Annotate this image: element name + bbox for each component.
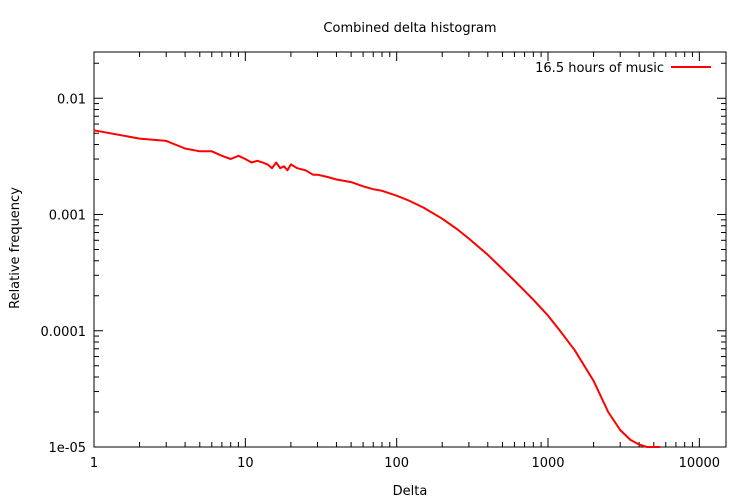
x-tick-label: 10 (237, 456, 254, 471)
y-tick-label: 0.01 (57, 92, 86, 107)
legend-label: 16.5 hours of music (535, 61, 664, 76)
x-tick-label: 100 (384, 456, 409, 471)
x-axis-label: Delta (393, 484, 428, 499)
series-line-0 (93, 129, 661, 448)
x-tick-label: 1 (90, 456, 98, 471)
legend: 16.5 hours of music (535, 61, 711, 76)
chart-title: Combined delta histogram (323, 21, 496, 36)
y-tick-label: 0.0001 (41, 325, 87, 340)
y-tick-label: 0.001 (49, 209, 86, 224)
plot-frame (93, 51, 727, 448)
series-layer (93, 129, 661, 448)
x-tick-label: 10000 (679, 456, 720, 471)
x-tick-label: 1000 (531, 456, 564, 471)
axes: 1 10 100 1000 10000 0.01 0.001 0.0001 1e-05 (41, 51, 727, 471)
y-axis-label: Relative frequency (8, 187, 23, 309)
y-tick-label: 1e-05 (48, 441, 86, 456)
